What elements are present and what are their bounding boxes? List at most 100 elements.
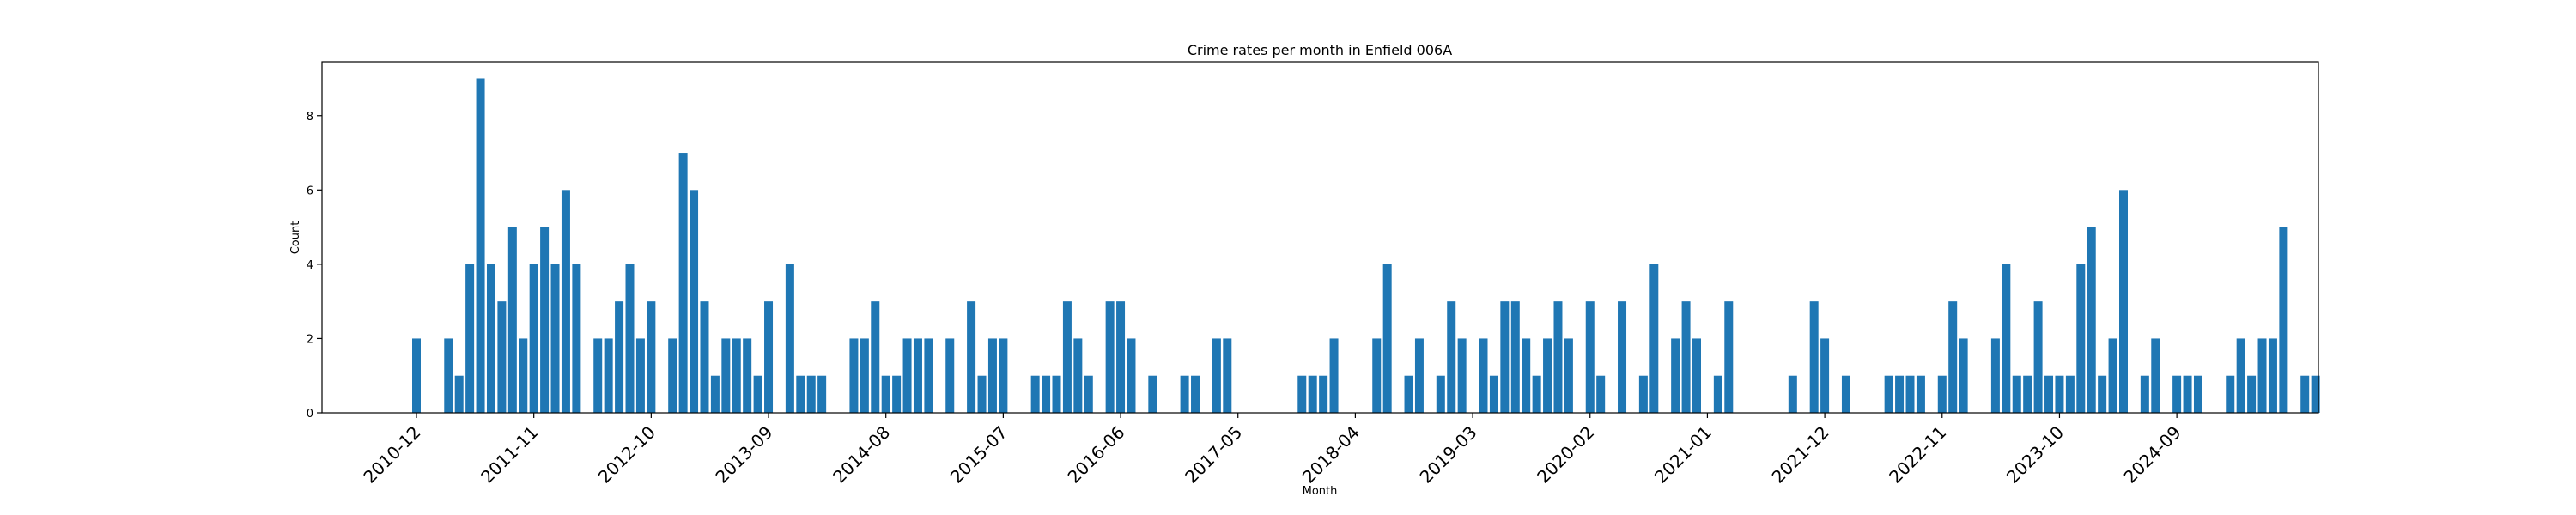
bar — [615, 301, 624, 413]
bar — [1372, 338, 1382, 413]
bar — [1959, 338, 1968, 413]
bar — [1414, 338, 1424, 413]
bar — [690, 190, 699, 413]
bar — [507, 227, 517, 413]
bar — [2151, 338, 2160, 413]
bar — [1692, 338, 1701, 413]
bar — [1062, 301, 1072, 413]
bar — [1052, 375, 1061, 413]
bar — [1564, 338, 1573, 413]
bar — [1681, 301, 1691, 413]
bar — [1895, 375, 1905, 413]
x-tick-label: 2014-08 — [829, 422, 894, 488]
bar — [1329, 338, 1339, 413]
bar — [753, 375, 762, 413]
bar — [497, 301, 507, 413]
bar — [2119, 190, 2128, 413]
bar — [2098, 375, 2107, 413]
bar — [1841, 375, 1850, 413]
x-tick-label: 2023-10 — [2002, 422, 2068, 488]
bar — [1180, 375, 1189, 413]
bar — [2183, 375, 2192, 413]
x-tick-label: 2015-07 — [946, 422, 1012, 488]
bar — [2193, 375, 2202, 413]
bar — [1724, 301, 1734, 413]
bar — [668, 338, 677, 413]
x-tick-label: 2017-05 — [1181, 422, 1246, 488]
bar — [1084, 375, 1093, 413]
bar — [721, 338, 731, 413]
bar — [1820, 338, 1830, 413]
bar — [1905, 375, 1915, 413]
bar — [1532, 375, 1541, 413]
bar — [1297, 375, 1307, 413]
bar — [1788, 375, 1797, 413]
bar — [710, 375, 720, 413]
y-tick-label: 0 — [307, 408, 313, 421]
x-tick-label: 2021-12 — [1768, 422, 1833, 488]
bar — [1030, 375, 1040, 413]
bar — [1489, 375, 1498, 413]
bar — [1809, 301, 1819, 413]
y-axis-label: Count — [289, 221, 302, 255]
bar — [1638, 375, 1648, 413]
bar — [1671, 338, 1680, 413]
bar — [519, 338, 528, 413]
bar — [465, 264, 475, 413]
bar — [924, 338, 933, 413]
chart-title: Crime rates per month in Enfield 006A — [1188, 42, 1452, 58]
bar — [1649, 264, 1659, 413]
bar — [945, 338, 955, 413]
y-tick-label: 6 — [307, 185, 313, 197]
bar — [444, 338, 453, 413]
bar — [1382, 264, 1392, 413]
x-tick-label: 2020-02 — [1533, 422, 1598, 488]
bar — [1884, 375, 1893, 413]
bar — [817, 375, 827, 413]
bar — [2279, 227, 2288, 413]
bar — [987, 338, 997, 413]
bar — [2087, 227, 2096, 413]
bar — [860, 338, 869, 413]
bar — [1713, 375, 1722, 413]
bar — [454, 375, 464, 413]
bar — [625, 264, 635, 413]
bar — [593, 338, 603, 413]
y-tick-label: 4 — [307, 259, 313, 272]
bar — [1148, 375, 1157, 413]
bar — [1510, 301, 1520, 413]
bar — [913, 338, 922, 413]
bar — [2055, 375, 2064, 413]
bar — [2311, 375, 2320, 413]
bar — [1500, 301, 1510, 413]
x-tick-label: 2021-01 — [1650, 422, 1716, 488]
y-tick-label: 8 — [307, 111, 313, 124]
bars-group — [412, 78, 2320, 414]
bar — [2300, 375, 2310, 413]
bar — [2023, 375, 2032, 413]
bar — [486, 264, 495, 413]
bar — [1447, 301, 1456, 413]
bar — [1553, 301, 1563, 413]
bar — [2268, 338, 2277, 413]
bar — [476, 78, 485, 413]
x-tick-label: 2018-04 — [1298, 422, 1364, 488]
bar — [1916, 375, 1925, 413]
bar — [1191, 375, 1200, 413]
bar — [1457, 338, 1467, 413]
bar — [732, 338, 741, 413]
bar — [806, 375, 816, 413]
bar — [785, 264, 794, 413]
bar — [540, 227, 550, 413]
bar — [796, 375, 805, 413]
bar — [1522, 338, 1531, 413]
x-tick-label: 2016-06 — [1064, 422, 1129, 488]
bar — [1618, 301, 1627, 413]
bar — [647, 301, 656, 413]
x-axis-label: Month — [1303, 485, 1338, 498]
y-tick-label: 2 — [307, 333, 313, 346]
bar — [1073, 338, 1083, 413]
x-tick-label: 2010-12 — [359, 422, 424, 488]
bar — [1212, 338, 1221, 413]
